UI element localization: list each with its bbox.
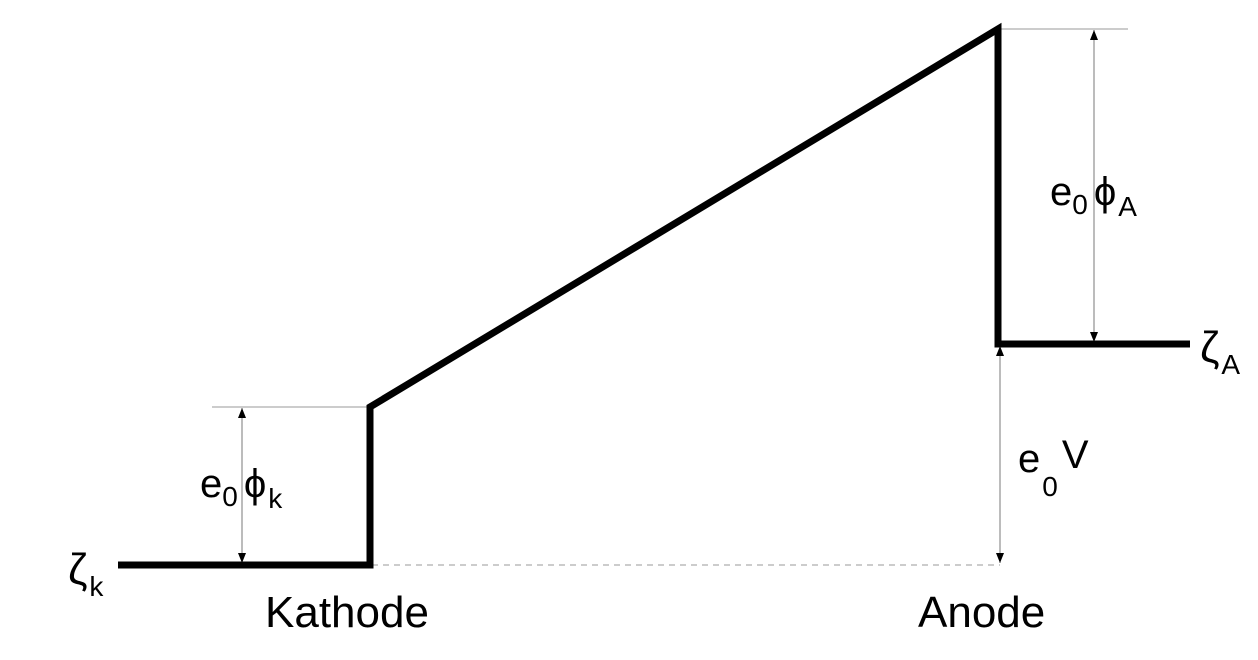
zeta-k-label: ζk: [68, 545, 104, 602]
phi-k-label: e0 ϕk: [200, 462, 283, 514]
voltage-label: e0V: [1018, 433, 1089, 502]
anode-label: Anode: [918, 588, 1045, 637]
potential-curve: [118, 22, 1190, 569]
phi-a-label: e0 ϕA: [1050, 170, 1137, 222]
zeta-a-label: ζA: [1200, 323, 1240, 380]
kathode-label: Kathode: [265, 588, 429, 637]
